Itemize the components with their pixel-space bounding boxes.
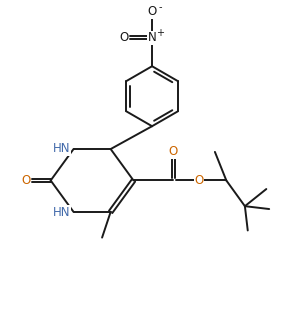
Text: N: N: [148, 31, 156, 44]
Text: O: O: [169, 146, 178, 158]
Text: O: O: [119, 31, 128, 44]
Text: O: O: [148, 5, 157, 18]
Text: O: O: [21, 174, 30, 187]
Text: HN: HN: [53, 206, 70, 219]
Text: +: +: [156, 27, 164, 38]
Text: HN: HN: [53, 142, 70, 155]
Text: -: -: [158, 2, 162, 12]
Text: O: O: [195, 174, 204, 187]
